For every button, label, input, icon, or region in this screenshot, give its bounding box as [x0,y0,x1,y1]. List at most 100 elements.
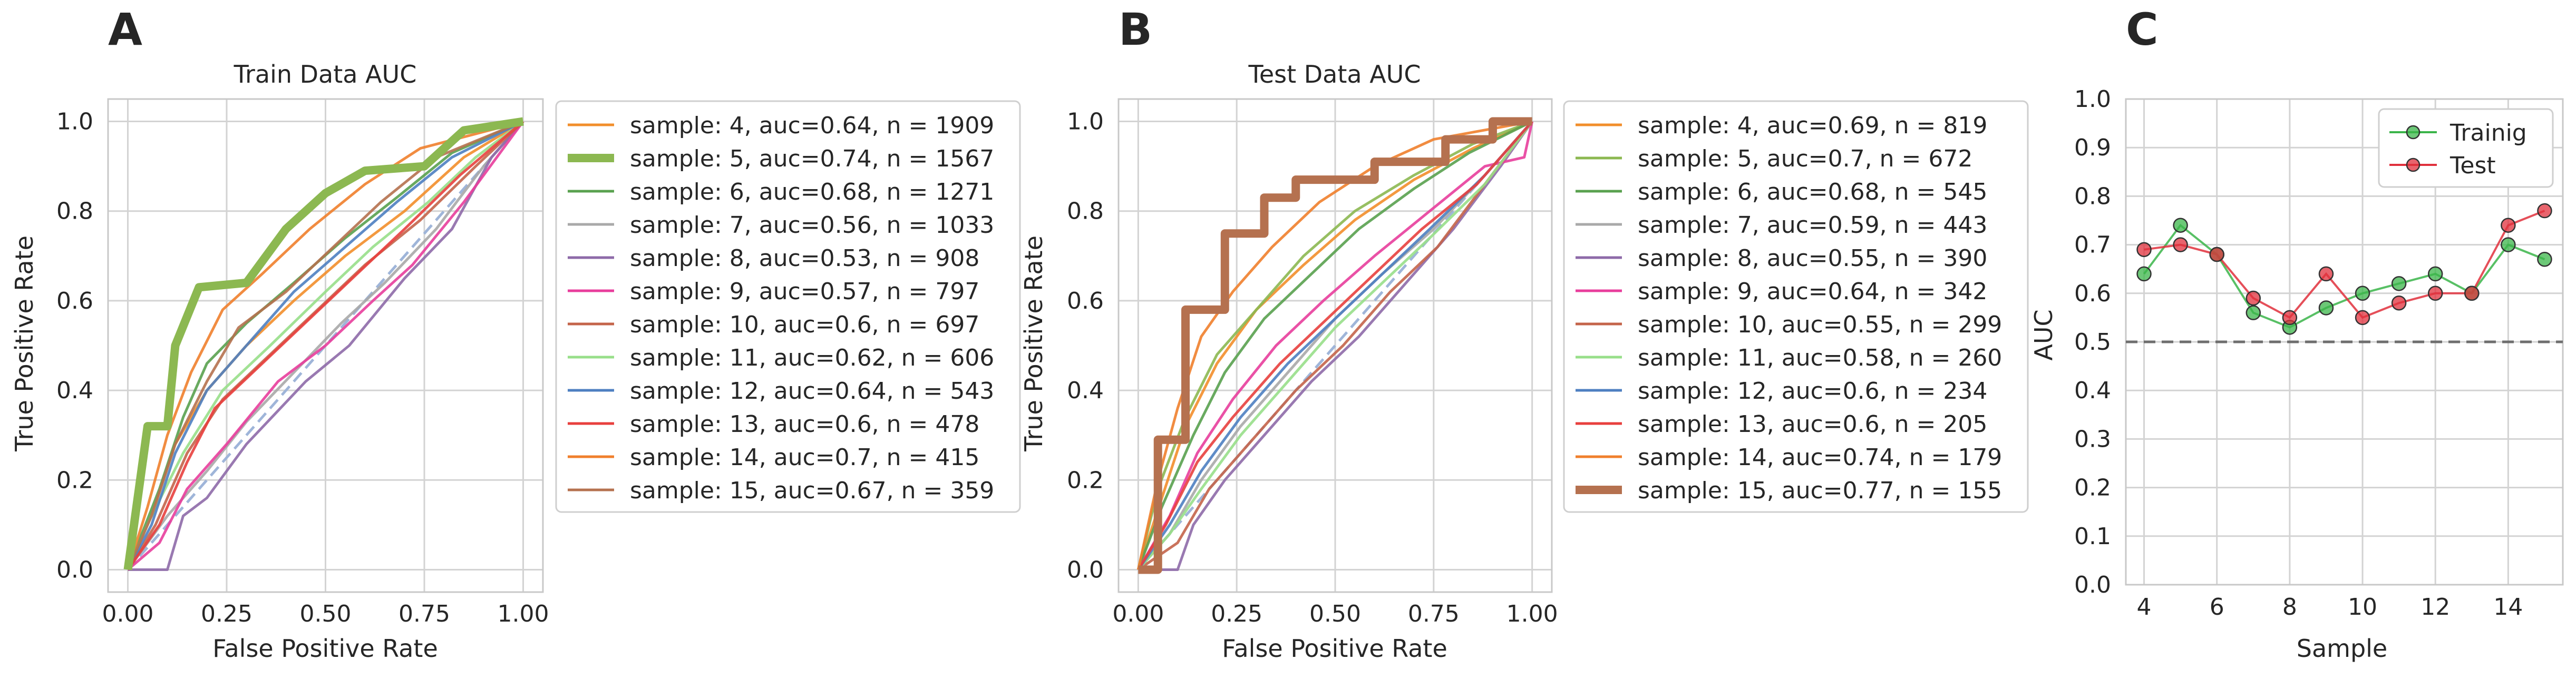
y-tick-label: 0.6 [1067,288,1104,314]
roc-curve [127,120,524,570]
legend-label: sample: 10, auc=0.55, n = 299 [1638,311,2002,338]
roc-curve [1137,120,1533,570]
panel-c-ylabel: AUC [2029,309,2058,360]
x-tick-label: 0.00 [1112,601,1164,627]
roc-curve [127,121,524,571]
roc-curve [1137,121,1533,571]
y-tick-label: 1.0 [1067,109,1104,135]
legend-label: sample: 15, auc=0.67, n = 359 [630,477,994,504]
legend-label: sample: 8, auc=0.55, n = 390 [1638,245,1987,272]
x-tick-label: 8 [2282,594,2297,621]
roc-curve [127,120,524,570]
legend-frame [1563,100,2029,513]
x-tick-label: 12 [2421,594,2450,621]
y-tick-label: 0.6 [2074,280,2111,307]
y-tick-label: 0.2 [2074,475,2111,501]
auc-by-sample-plot: 4 6 8 10 12 14 0.0 0.1 0.2 0.3 0.4 0.5 0.6 0.7 0.8 0.9 1… [2074,86,2564,621]
legend-label: sample: 7, auc=0.56, n = 1033 [630,212,994,239]
legend-label: sample: 13, auc=0.6, n = 478 [630,411,979,438]
data-point [2537,203,2552,219]
panel-b-ylabel: True Positive Rate [1019,235,1048,452]
roc-curve [1138,121,1533,571]
data-point [2318,266,2334,282]
legend-test: sample: 4, auc=0.69, n = 819 sample: 5, a… [1563,100,2029,513]
data-point [2391,295,2407,311]
series-line [2143,223,2545,329]
legend-label: sample: 13, auc=0.6, n = 205 [1638,411,1987,438]
legend-label: sample: 5, auc=0.7, n = 672 [1638,145,1972,172]
data-point [2318,300,2334,316]
data-point [2173,218,2188,233]
roc-curve [127,120,524,570]
legend-label: sample: 4, auc=0.64, n = 1909 [630,112,994,139]
panel-c-xlabel: Sample [2297,634,2387,663]
y-tick-label: 0.8 [56,198,93,225]
y-tick-label: 0.4 [1067,377,1104,404]
legend-label: sample: 11, auc=0.58, n = 260 [1638,345,2002,371]
y-tick-label: 0.1 [2074,523,2111,550]
legend-label: sample: 8, auc=0.53, n = 908 [630,245,979,272]
panel-a-title: Train Data AUC [234,60,417,88]
panel-b-letter: B [1119,4,1152,55]
y-tick-label: 1.0 [56,109,93,135]
y-tick-label: 0.6 [56,288,93,314]
roc-curve [1137,121,1534,570]
legend-label: sample: 5, auc=0.74, n = 1567 [630,145,994,172]
legend-label: sample: 10, auc=0.6, n = 697 [630,311,979,338]
roc-curve [1136,120,1533,570]
plot-frame [1117,98,1553,593]
panel-c-letter: C [2126,4,2159,55]
legend-label: Test [2449,152,2496,179]
data-point [2355,310,2370,326]
x-tick-label: 1.00 [1506,601,1558,627]
y-tick-label: 0.2 [56,467,93,494]
roc-curve [1137,121,1533,571]
data-point [2501,237,2516,252]
y-tick-label: 0.7 [2074,232,2111,259]
data-point [2355,286,2370,301]
roc-curve [1138,117,1532,574]
x-tick-label: 0.25 [1211,601,1262,627]
roc-curve [123,117,524,570]
y-tick-label: 0.8 [1067,198,1104,225]
data-point [2537,252,2552,267]
roc-curve [128,120,524,571]
legend-frame [555,100,1021,513]
y-tick-label: 0.0 [56,556,93,583]
data-point [2427,286,2443,301]
legend-marker [2406,125,2421,140]
y-tick-label: 0.5 [2074,329,2111,356]
legend-label: sample: 15, auc=0.77, n = 155 [1638,477,2002,504]
chance-line [127,120,524,571]
roc-plot-train: 0.00 0.25 0.50 0.75 1.00 0.0 0.2 0.4 0.6 0.8 1.0 [56,98,549,627]
x-tick-label: 10 [2348,594,2377,621]
x-tick-label: 0.50 [1309,601,1361,627]
panel-a-xlabel: False Positive Rate [212,634,438,663]
legend-label: sample: 9, auc=0.57, n = 797 [630,278,979,305]
y-tick-label: 0.4 [56,377,93,404]
roc-curve [1137,120,1533,570]
data-point [2464,286,2480,301]
data-point [2173,237,2188,252]
roc-curve [1137,120,1533,570]
y-tick-label: 0.4 [2074,377,2111,404]
x-tick-label: 0.00 [102,601,154,627]
y-tick-label: 1.0 [2074,86,2111,113]
legend-label: sample: 9, auc=0.64, n = 342 [1638,278,1987,305]
legend-label: sample: 4, auc=0.69, n = 819 [1638,112,1987,139]
x-tick-label: 0.25 [201,601,252,627]
roc-curve [1137,120,1533,571]
panel-b-title: Test Data AUC [1248,60,1421,88]
y-tick-label: 0.0 [1067,556,1104,583]
legend-label: sample: 6, auc=0.68, n = 545 [1638,179,1987,205]
x-tick-label: 14 [2493,594,2523,621]
y-tick-label: 0.3 [2074,426,2111,452]
data-point [2136,242,2152,258]
legend-label: sample: 11, auc=0.62, n = 606 [630,345,994,371]
legend-label: sample: 14, auc=0.7, n = 415 [630,444,979,471]
y-tick-label: 0.0 [2074,572,2111,598]
legend-frame [2378,108,2554,188]
y-tick-label: 0.2 [1067,467,1104,494]
legend-label: sample: 12, auc=0.6, n = 234 [1638,378,1987,405]
data-point [2246,290,2261,306]
